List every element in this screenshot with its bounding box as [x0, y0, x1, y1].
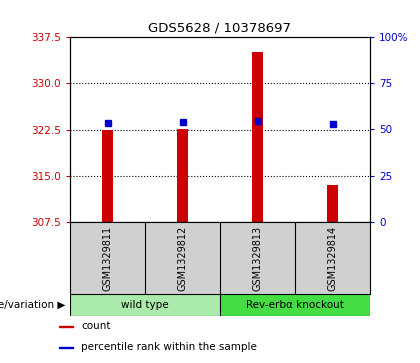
Bar [70, 294, 220, 316]
Bar [252, 52, 263, 222]
Text: Rev-erbα knockout: Rev-erbα knockout [246, 300, 344, 310]
Bar [59, 326, 73, 327]
Title: GDS5628 / 10378697: GDS5628 / 10378697 [149, 21, 291, 34]
Text: GSM1329813: GSM1329813 [252, 225, 262, 290]
Bar [59, 347, 73, 348]
Text: wild type: wild type [121, 300, 169, 310]
Bar [102, 130, 113, 222]
Bar [177, 129, 188, 222]
Text: GSM1329812: GSM1329812 [178, 225, 187, 291]
Text: GSM1329814: GSM1329814 [328, 225, 338, 290]
Text: genotype/variation ▶: genotype/variation ▶ [0, 300, 66, 310]
Text: percentile rank within the sample: percentile rank within the sample [81, 342, 257, 352]
Bar [327, 185, 338, 222]
Bar [220, 294, 370, 316]
Text: GSM1329811: GSM1329811 [102, 225, 113, 290]
Text: count: count [81, 321, 110, 331]
